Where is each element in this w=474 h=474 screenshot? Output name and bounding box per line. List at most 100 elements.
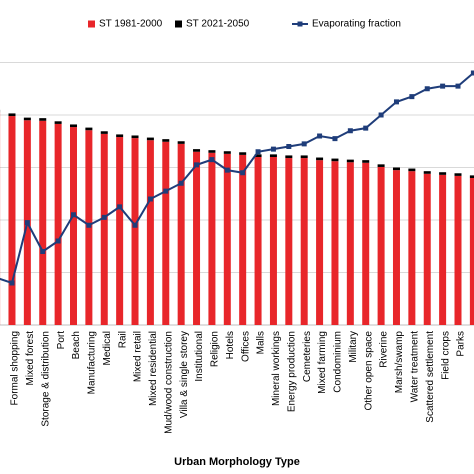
bar	[408, 171, 416, 325]
bar	[362, 160, 370, 163]
line-marker	[455, 83, 461, 89]
line-marker	[270, 146, 276, 152]
line-marker	[194, 162, 200, 168]
bar	[300, 155, 308, 159]
x-tick-label: Mixed residential	[148, 331, 159, 406]
bar	[131, 135, 139, 139]
bar	[346, 162, 354, 325]
bar	[100, 131, 108, 134]
line-marker	[470, 70, 474, 76]
legend-swatch	[175, 20, 182, 28]
bar	[100, 133, 108, 325]
bar	[285, 155, 293, 159]
line-marker	[378, 112, 384, 118]
x-tick-label: Offices	[240, 331, 251, 362]
bar	[116, 137, 124, 325]
bar	[254, 157, 262, 325]
x-tick-label: Rail	[117, 331, 128, 348]
bar	[116, 134, 124, 138]
x-tick-label: Riverine	[379, 331, 390, 368]
x-tick-label: Field crops	[440, 331, 451, 380]
bar	[377, 164, 385, 167]
line-marker	[224, 167, 230, 173]
bar	[193, 149, 201, 152]
line-marker	[363, 125, 369, 131]
bar	[54, 121, 62, 124]
line	[0, 72, 474, 285]
bar	[70, 124, 77, 128]
bar	[8, 113, 16, 117]
bar	[316, 160, 324, 325]
x-tick-label: Parks	[456, 331, 467, 357]
line-marker	[40, 249, 46, 254]
line-marker	[86, 222, 92, 228]
bar	[223, 151, 231, 154]
bar	[23, 117, 31, 121]
bar	[439, 174, 447, 325]
bar	[39, 118, 47, 121]
bar	[177, 143, 185, 325]
bar	[162, 139, 170, 142]
bar	[239, 154, 247, 325]
line-marker	[240, 170, 246, 176]
bar	[392, 167, 400, 171]
line-marker	[71, 212, 76, 218]
line-marker	[147, 196, 153, 202]
x-tick-label: Medical	[102, 331, 113, 365]
bar	[454, 173, 462, 176]
bar	[208, 152, 216, 325]
x-tick-label: Beach	[71, 331, 82, 359]
x-tick-label: Hotels	[225, 331, 236, 359]
bar	[300, 158, 308, 325]
bar	[8, 116, 16, 325]
x-tick-label: Villa & single storey	[179, 331, 190, 418]
x-tick-label: Military	[348, 331, 359, 363]
line-marker	[255, 149, 261, 155]
x-tick-label: Manufacturing	[87, 331, 98, 394]
legend-swatch	[88, 20, 95, 28]
x-tick-label: Mud/wood construction	[163, 331, 174, 434]
x-tick-label: Scattered settlement	[425, 331, 436, 423]
bar	[316, 157, 324, 161]
bar	[331, 161, 339, 325]
legend-swatch	[297, 21, 303, 27]
line-marker	[286, 144, 292, 149]
line-marker	[332, 136, 338, 142]
legend-label: ST 2021-2050	[186, 19, 250, 30]
x-tick-label: Mixed forest	[25, 331, 36, 386]
x-tick-label: Formal shopping	[10, 331, 21, 405]
line-marker	[317, 133, 323, 139]
bar	[362, 162, 370, 325]
bar	[193, 151, 201, 325]
bar	[162, 141, 170, 325]
x-tick-label: Mixed retail	[133, 331, 144, 382]
legend-label: ST 1981-2000	[99, 19, 163, 30]
line-marker	[101, 214, 107, 220]
bar	[85, 127, 93, 131]
bar	[377, 166, 385, 325]
bar	[54, 123, 62, 325]
legend-label: Evaporating fraction	[312, 19, 401, 30]
x-tick-label: Cemeteries	[302, 331, 313, 382]
bar	[146, 137, 154, 141]
bar	[346, 159, 354, 163]
bar	[39, 120, 47, 326]
bar	[239, 152, 247, 155]
x-tick-label: Mixed farming	[317, 331, 328, 394]
line-marker	[178, 180, 184, 186]
bar	[254, 154, 262, 157]
x-tick-label: Port	[56, 331, 67, 350]
bar	[454, 175, 462, 325]
bar	[439, 172, 447, 175]
x-tick-label: Religion	[210, 331, 221, 367]
bar	[70, 127, 77, 325]
x-tick-label: Condominium	[333, 331, 344, 393]
x-tick-label: Other open space	[363, 331, 374, 411]
bar	[269, 154, 277, 157]
line-marker	[440, 83, 446, 89]
x-axis-title: Urban Morphology Type	[174, 456, 300, 468]
bar	[392, 170, 400, 325]
x-tick-label: Marsh/swamp	[394, 331, 405, 394]
line-marker	[55, 238, 61, 244]
